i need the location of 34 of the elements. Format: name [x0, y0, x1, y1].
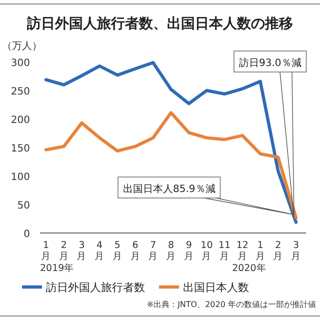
x-tick-label: 2月 — [58, 240, 69, 262]
line-series — [44, 111, 298, 220]
annotation: 訪日93.0％減 — [239, 57, 302, 69]
chart-title: 訪日外国人旅行者数、出国日本人数の推移 — [26, 15, 293, 32]
x-tick-label: 6月 — [130, 240, 140, 262]
callout: 出国日本人85.9％減 — [118, 176, 294, 215]
x-tick-label: 12月 — [236, 240, 248, 262]
x-tick-label: 3月 — [76, 240, 87, 262]
text: 2020年 — [232, 262, 266, 274]
x-tick-label: 5月 — [112, 240, 122, 262]
x-tick-label: 3月 — [291, 240, 301, 262]
x-tick-label: 11月 — [218, 240, 231, 262]
legend-label: 訪日外国人旅行者数 — [46, 281, 145, 294]
annotation: 出国日本人85.9％減 — [123, 183, 216, 195]
y-tick-label: 250 — [10, 86, 30, 98]
y-tick-label: 300 — [10, 58, 30, 69]
y-tick-label: 0 — [24, 229, 30, 240]
legend-label: 出国日本人数 — [183, 281, 249, 294]
y-tick-label: 50 — [17, 200, 30, 212]
x-tick-label: 7月 — [148, 240, 158, 262]
y-tick-label: 200 — [10, 115, 30, 126]
x-tick-label: 9月 — [184, 240, 194, 262]
y-tick-label: 100 — [10, 172, 30, 183]
callout: 訪日93.0％減 — [234, 50, 307, 220]
x-tick-label: 2月 — [273, 240, 284, 262]
x-tick-label: 8月 — [166, 240, 176, 262]
x-tick-label: 1月 — [255, 240, 266, 262]
x-tick-label: 4月 — [94, 240, 105, 262]
y-tick-label: 150 — [10, 144, 30, 154]
x-tick-label: 1月 — [41, 240, 51, 262]
text: ※出典：JNTO、2020 年の数値は一部が推計値 — [146, 300, 316, 309]
y-axis-title: （万人） — [2, 41, 42, 52]
x-tick-label: 10月 — [200, 240, 213, 262]
text: 2019年 — [40, 262, 74, 274]
